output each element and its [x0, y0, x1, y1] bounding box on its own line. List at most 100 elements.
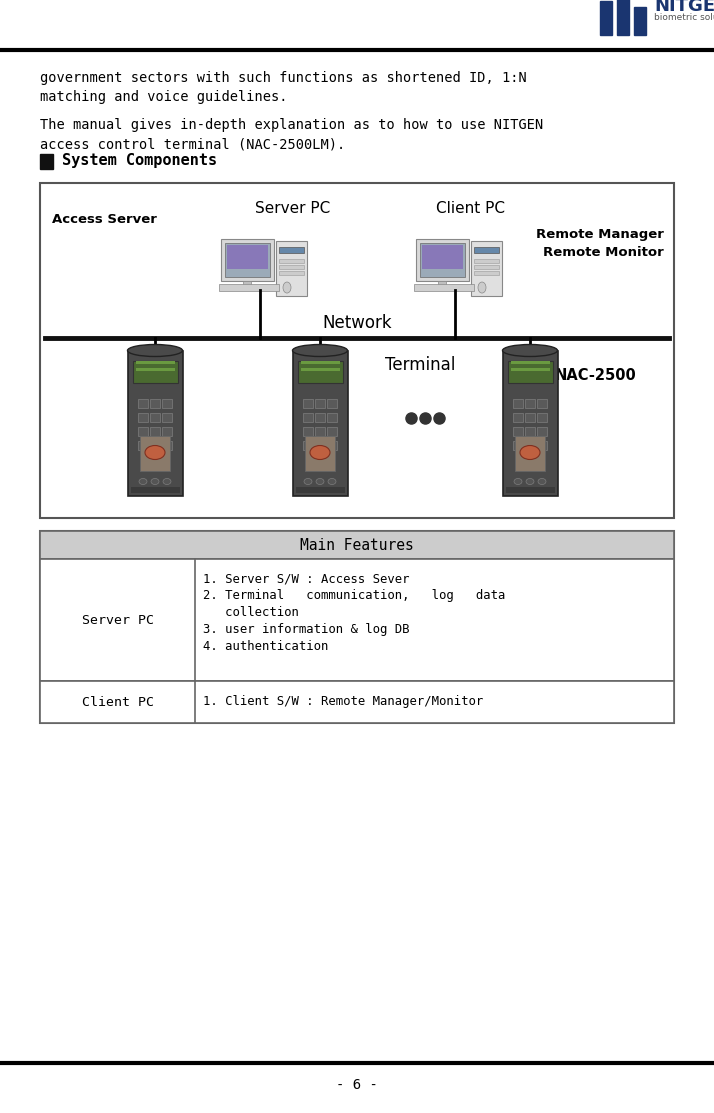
- Bar: [303, 413, 313, 422]
- Bar: [508, 361, 553, 383]
- Bar: [150, 441, 160, 450]
- Bar: [150, 427, 160, 436]
- Text: The manual gives in-depth explanation as to how to use NITGEN: The manual gives in-depth explanation as…: [40, 118, 543, 132]
- Bar: [136, 367, 174, 371]
- Bar: [303, 427, 313, 436]
- Text: 4. authentication: 4. authentication: [203, 640, 328, 653]
- Bar: [327, 427, 337, 436]
- Bar: [617, 0, 629, 35]
- Ellipse shape: [139, 479, 147, 484]
- Bar: [414, 284, 474, 290]
- Bar: [305, 435, 335, 471]
- Bar: [128, 351, 183, 495]
- Ellipse shape: [328, 479, 336, 484]
- Bar: [315, 427, 325, 436]
- Text: Server PC: Server PC: [81, 613, 154, 627]
- Bar: [162, 398, 172, 408]
- Bar: [515, 435, 545, 471]
- Bar: [315, 398, 325, 408]
- Bar: [506, 486, 555, 492]
- Bar: [422, 245, 463, 268]
- Bar: [162, 413, 172, 422]
- Bar: [474, 270, 499, 275]
- Bar: [537, 441, 547, 450]
- Bar: [513, 427, 523, 436]
- Bar: [525, 427, 535, 436]
- Bar: [279, 258, 303, 263]
- Text: System Components: System Components: [62, 154, 217, 168]
- Text: matching and voice guidelines.: matching and voice guidelines.: [40, 90, 288, 104]
- Text: - 6 -: - 6 -: [336, 1078, 378, 1092]
- Bar: [537, 427, 547, 436]
- Text: collection: collection: [203, 605, 299, 619]
- Bar: [537, 413, 547, 422]
- Bar: [279, 270, 303, 275]
- Bar: [525, 441, 535, 450]
- Bar: [513, 398, 523, 408]
- Ellipse shape: [283, 282, 291, 293]
- Bar: [474, 258, 499, 263]
- Bar: [138, 398, 148, 408]
- Ellipse shape: [514, 479, 522, 484]
- Bar: [471, 240, 502, 295]
- Bar: [227, 245, 268, 268]
- Bar: [225, 243, 270, 276]
- Ellipse shape: [316, 479, 324, 484]
- Text: Client PC: Client PC: [81, 696, 154, 709]
- Text: Client PC: Client PC: [436, 201, 505, 216]
- Bar: [315, 413, 325, 422]
- Bar: [40, 183, 674, 518]
- Bar: [420, 243, 465, 276]
- Text: access control terminal (NAC-2500LM).: access control terminal (NAC-2500LM).: [40, 137, 346, 151]
- Text: government sectors with such functions as shortened ID, 1:N: government sectors with such functions a…: [40, 71, 527, 85]
- Ellipse shape: [151, 479, 159, 484]
- Bar: [279, 265, 303, 268]
- Text: Server PC: Server PC: [255, 201, 331, 216]
- Bar: [131, 486, 179, 492]
- Text: NITGEN: NITGEN: [654, 0, 714, 14]
- Text: 1. Server S/W : Access Sever: 1. Server S/W : Access Sever: [203, 572, 410, 585]
- Bar: [474, 265, 499, 268]
- Bar: [138, 427, 148, 436]
- Bar: [140, 435, 170, 471]
- Bar: [327, 413, 337, 422]
- Bar: [218, 284, 279, 290]
- Bar: [301, 361, 339, 364]
- Bar: [315, 441, 325, 450]
- Bar: [162, 441, 172, 450]
- Bar: [513, 413, 523, 422]
- Ellipse shape: [304, 479, 312, 484]
- Bar: [600, 1, 612, 35]
- Ellipse shape: [538, 479, 546, 484]
- Bar: [40, 559, 674, 681]
- Bar: [511, 367, 550, 371]
- Bar: [303, 398, 313, 408]
- Ellipse shape: [145, 445, 165, 460]
- Bar: [525, 413, 535, 422]
- Bar: [150, 398, 160, 408]
- Bar: [513, 441, 523, 450]
- Bar: [474, 246, 499, 253]
- Bar: [40, 531, 674, 723]
- Bar: [298, 361, 343, 383]
- Bar: [162, 427, 172, 436]
- Bar: [243, 280, 251, 286]
- Bar: [221, 239, 273, 280]
- Text: 3. user information & log DB: 3. user information & log DB: [203, 623, 410, 636]
- Text: Terminal: Terminal: [385, 356, 456, 374]
- Text: Network: Network: [322, 314, 392, 332]
- Bar: [416, 239, 469, 280]
- Bar: [136, 361, 174, 364]
- Bar: [327, 441, 337, 450]
- Ellipse shape: [503, 345, 558, 356]
- Bar: [525, 398, 535, 408]
- Text: NAC-2500: NAC-2500: [555, 368, 637, 383]
- Bar: [301, 367, 339, 371]
- Bar: [150, 413, 160, 422]
- Text: Main Features: Main Features: [300, 538, 414, 552]
- Text: Remote Monitor: Remote Monitor: [543, 246, 664, 259]
- Text: Access Server: Access Server: [52, 213, 157, 226]
- Bar: [327, 398, 337, 408]
- Bar: [40, 681, 674, 723]
- Text: biometric solutions: biometric solutions: [654, 13, 714, 22]
